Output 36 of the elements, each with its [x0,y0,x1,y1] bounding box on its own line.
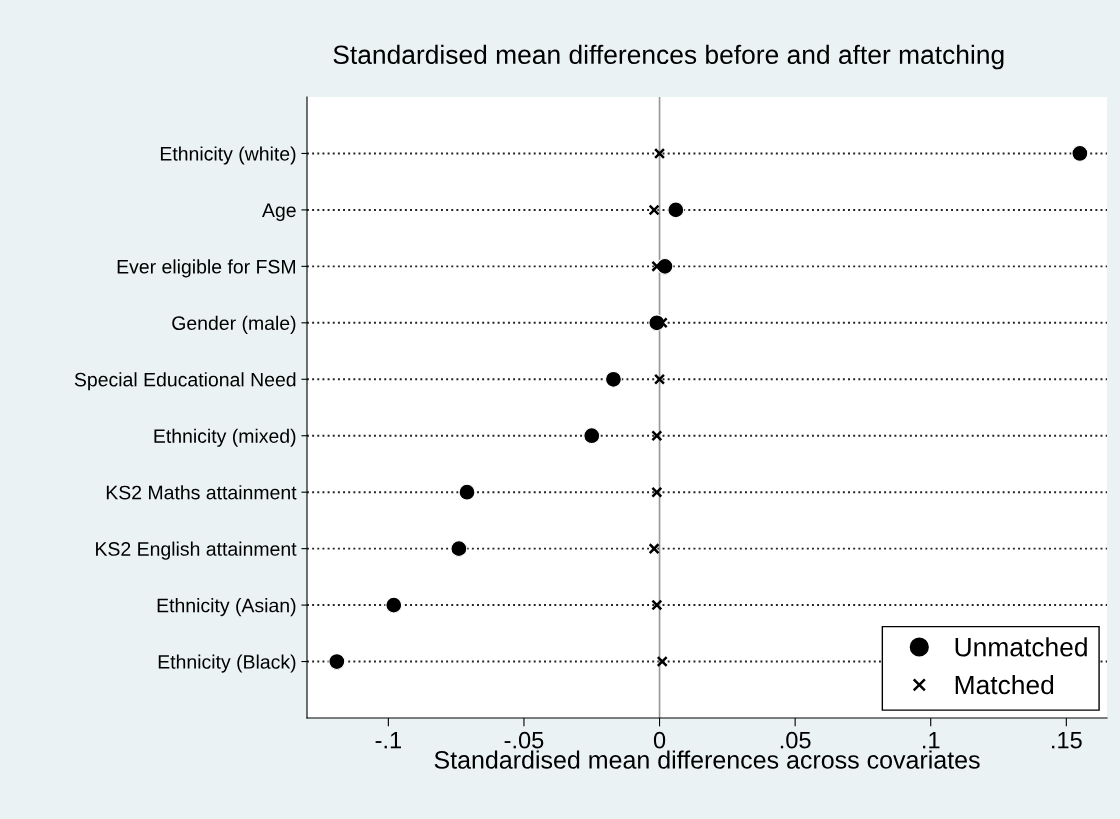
x-axis-title: Standardised mean differences across covariates [434,750,980,769]
point [328,653,346,671]
y-tick-label: KS2 English attainment [96,541,297,560]
point [667,201,685,219]
point [458,483,476,501]
point [583,427,601,445]
y-tick-label: Ethnicity (Asian) [157,598,296,617]
point [651,430,663,442]
y-tick-label: Age [262,203,296,221]
point [648,542,660,555]
x-tick-label: .15 [1052,732,1082,749]
legend-label: Matched [955,674,1054,695]
y-tick-label: Ethnicity (white) [160,146,296,165]
x-tick-label: -.1 [375,732,401,749]
point [604,370,622,388]
x-tick-label: 0 [653,731,666,749]
y-tick-label: Gender (male) [172,315,296,334]
point [450,540,468,558]
y-tick-label: Ever eligible for FSM [117,259,295,278]
x-tick-label: .1 [923,732,940,749]
point [651,599,663,611]
point [648,204,660,216]
y-tick-label: Special Educational Need [74,372,296,391]
x-tick-label: .05 [780,731,811,749]
chart-title: Standardised mean differences before and after matching [333,44,1004,70]
legend-label: Unmatched [955,637,1087,657]
point [385,596,403,614]
point [1071,144,1089,162]
point [651,486,663,498]
point [653,373,666,385]
point [656,655,668,668]
y-tick-label: Ethnicity (Black) [158,654,296,673]
point [653,147,666,160]
y-tick-label: Ethnicity (mixed) [154,428,296,447]
y-tick-label: KS2 Maths attainment [106,485,297,500]
x-tick-label: -.05 [504,731,544,749]
